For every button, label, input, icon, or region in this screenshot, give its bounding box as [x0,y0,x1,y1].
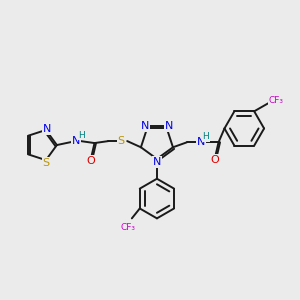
Text: N: N [71,136,80,146]
Text: S: S [42,158,50,168]
Text: H: H [202,132,209,141]
Text: O: O [86,156,95,166]
Text: N: N [153,157,161,167]
Text: O: O [210,155,219,165]
Text: N: N [141,122,149,131]
Text: CF₃: CF₃ [268,96,284,105]
Text: N: N [196,137,205,147]
Text: S: S [118,136,125,146]
Text: CF₃: CF₃ [120,223,135,232]
Text: H: H [78,130,85,140]
Text: N: N [165,122,173,131]
Text: N: N [43,124,51,134]
